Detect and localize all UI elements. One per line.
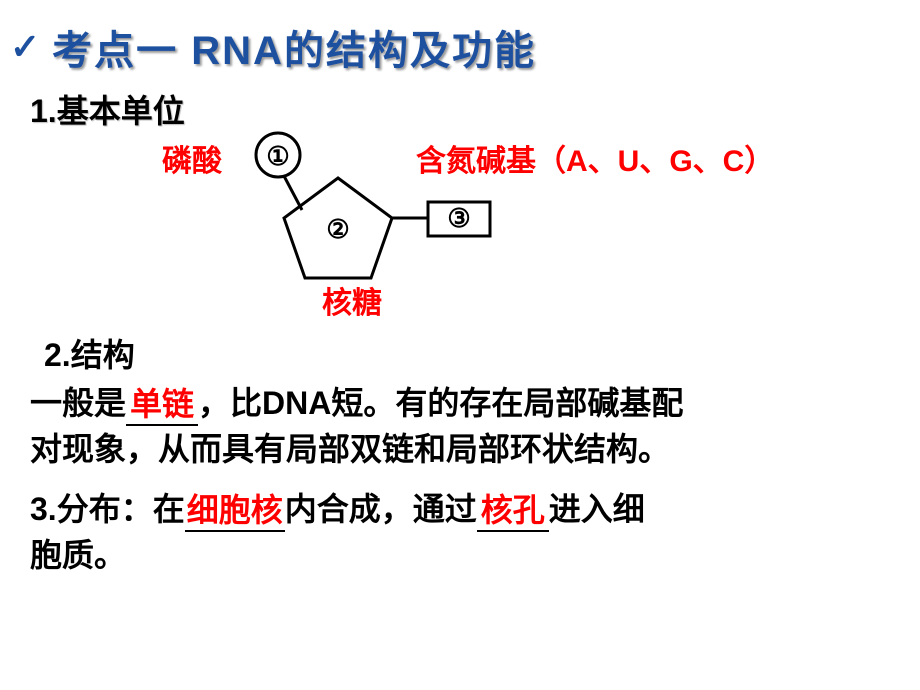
s3-mid: 内合成，通过 <box>285 491 477 527</box>
pentagon-label: ② <box>326 215 349 244</box>
s3-post1: 进入细 <box>549 491 645 527</box>
s2-post2: 对现象，从而具有局部双链和局部环状结构。 <box>30 431 670 467</box>
nucleotide-diagram: ① ② ③ <box>160 120 720 320</box>
section2-body: 一般是单链，比DNA短。有的存在局部碱基配 对现象，从而具有局部双链和局部环状结… <box>30 380 900 473</box>
s3-blank1: 细胞核 <box>187 492 283 528</box>
s2-blank1: 单链 <box>130 386 194 422</box>
checkmark-icon: ✓ <box>10 26 40 68</box>
title-row: ✓ 考点一 RNA的结构及功能 <box>10 18 536 76</box>
label-sugar: 核糖 <box>322 278 382 322</box>
diagram-svg: ① ② ③ <box>160 120 720 320</box>
s3-post2: 胞质。 <box>30 537 126 573</box>
section2-heading: 2.结构 <box>44 330 135 376</box>
s2-pre: 一般是 <box>30 385 126 421</box>
s3-blank2: 核孔 <box>481 492 545 528</box>
circle-label: ① <box>266 142 289 171</box>
section3-body: 3.分布：在细胞核内合成，通过核孔进入细 胞质。 <box>30 486 900 579</box>
s3-pre: 3.分布：在 <box>30 491 185 527</box>
rect-label: ③ <box>447 204 470 233</box>
s2-post1: ，比DNA短。有的存在局部碱基配 <box>198 385 683 421</box>
page-title: 考点一 RNA的结构及功能 <box>52 18 536 76</box>
